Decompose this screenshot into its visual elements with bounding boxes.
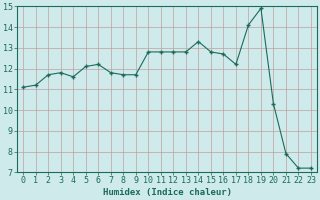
X-axis label: Humidex (Indice chaleur): Humidex (Indice chaleur) — [103, 188, 232, 197]
